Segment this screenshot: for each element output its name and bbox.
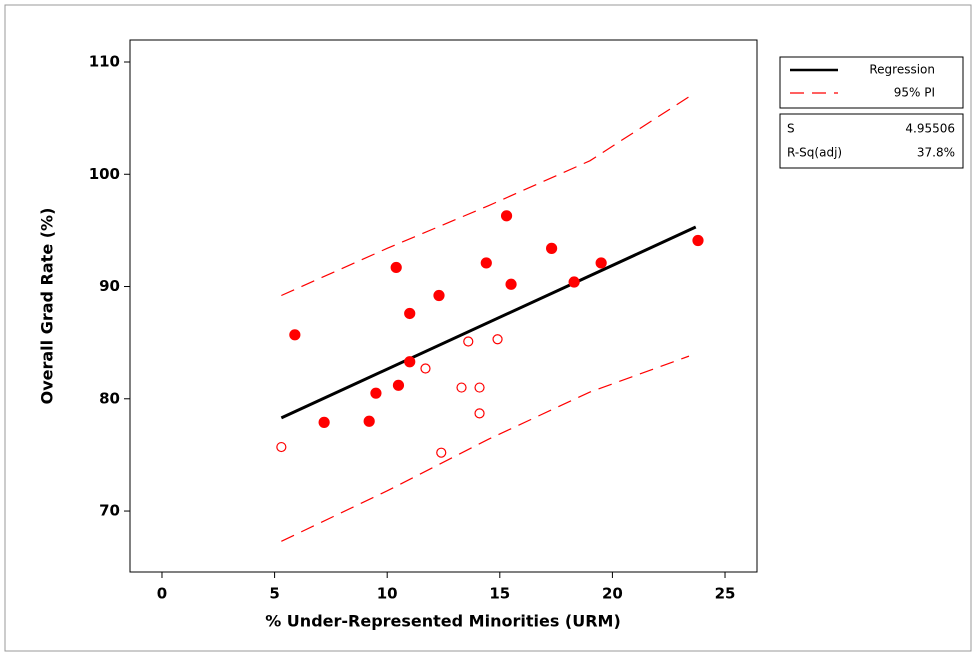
y-tick-label: 100	[89, 165, 120, 183]
point-open	[474, 382, 485, 393]
x-axis-title: % Under-Represented Minorities (URM)	[265, 612, 621, 631]
plot-area	[129, 39, 758, 573]
pi-upper	[281, 96, 690, 297]
point-open	[463, 336, 474, 347]
point-filled	[568, 276, 580, 288]
legend-label: Regression	[869, 63, 935, 77]
stat-label: S	[787, 122, 795, 136]
x-tick-label: 15	[489, 585, 510, 603]
stats-box	[779, 113, 964, 169]
x-tick-label: 20	[602, 585, 623, 603]
point-filled	[480, 257, 492, 269]
point-filled	[318, 416, 330, 428]
point-filled	[370, 387, 382, 399]
legend-label: 95% PI	[894, 86, 935, 100]
point-filled	[404, 307, 416, 320]
point-filled	[363, 415, 375, 427]
pi-lower	[281, 355, 690, 542]
y-axis-title: Overall Grad Rate (%)	[38, 208, 57, 405]
point-open	[456, 382, 467, 393]
point-filled	[505, 278, 517, 290]
point-filled	[500, 210, 513, 222]
point-filled	[392, 379, 405, 391]
point-open	[420, 363, 431, 374]
point-filled	[433, 289, 445, 302]
point-filled	[546, 242, 558, 254]
stat-value: 37.8%	[917, 146, 955, 160]
frame	[4, 4, 972, 652]
point-open	[474, 408, 485, 419]
y-tick-label: 70	[99, 502, 120, 520]
y-tick-label: 90	[99, 277, 120, 295]
stat-value: 4.95506	[905, 122, 955, 136]
point-open	[492, 334, 503, 345]
x-tick-label: 0	[157, 585, 167, 603]
point-filled	[289, 329, 301, 341]
point-filled	[595, 257, 607, 269]
point-filled	[390, 261, 402, 274]
regression-line	[280, 225, 697, 420]
point-filled	[692, 234, 704, 247]
y-tick-label: 110	[89, 53, 120, 71]
x-tick-label: 5	[269, 585, 279, 603]
point-open	[276, 441, 287, 453]
point-filled	[404, 356, 416, 368]
x-tick-label: 25	[715, 585, 736, 603]
y-tick-label: 80	[99, 389, 120, 407]
point-open	[436, 447, 447, 458]
stat-label: R-Sq(adj)	[787, 146, 842, 160]
legend-box	[779, 56, 964, 109]
x-tick-label: 10	[377, 585, 398, 603]
